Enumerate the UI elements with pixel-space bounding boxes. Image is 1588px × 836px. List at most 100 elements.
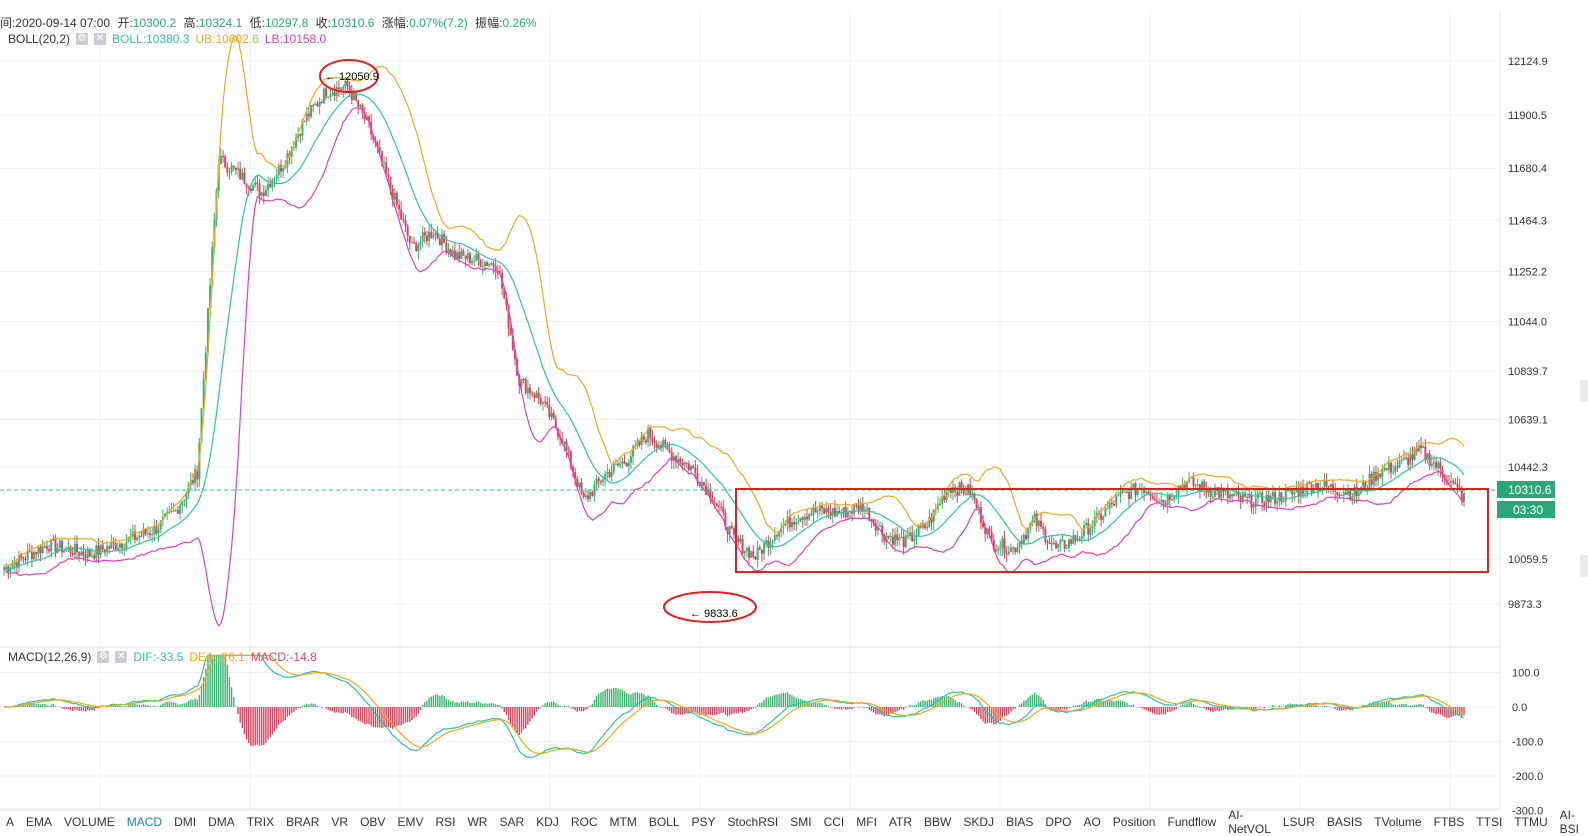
candle-body xyxy=(803,516,806,521)
candle-body xyxy=(97,545,100,555)
candle-body xyxy=(1125,491,1128,493)
candle-body xyxy=(604,473,607,480)
candle-body xyxy=(181,501,184,506)
candle-body xyxy=(1177,486,1180,496)
indicator-tab-rsi[interactable]: RSI xyxy=(435,815,456,829)
candle-body xyxy=(939,504,942,506)
candle-body xyxy=(320,101,323,104)
candle-body xyxy=(1450,480,1453,484)
right-scroll-handle[interactable] xyxy=(1580,380,1588,402)
candle-body xyxy=(507,305,510,329)
candle-body xyxy=(464,255,467,260)
indicator-tab-trix[interactable]: TRIX xyxy=(246,815,275,829)
indicator-tab-basis[interactable]: BASIS xyxy=(1326,815,1363,829)
indicator-tab-obv[interactable]: OBV xyxy=(360,815,386,829)
candle-body xyxy=(39,546,42,554)
high-value: 10324.1 xyxy=(198,16,243,30)
indicator-tab-macd[interactable]: MACD xyxy=(126,815,163,829)
candle-body xyxy=(584,495,587,497)
indicator-tab-stochrsi[interactable]: StochRSI xyxy=(727,815,779,829)
indicator-tab-brar[interactable]: BRAR xyxy=(286,815,320,829)
indicator-tab-bias[interactable]: BIAS xyxy=(1006,815,1034,829)
settings-icon[interactable]: ⚙ xyxy=(76,33,89,45)
price-axis-label: 10839.7 xyxy=(1508,366,1548,378)
candle-body xyxy=(576,478,579,488)
candle-body xyxy=(1372,471,1375,485)
indicator-tab-a[interactable]: A xyxy=(6,815,15,829)
candle-body xyxy=(752,551,755,557)
indicator-tab-mtm[interactable]: MTM xyxy=(609,815,637,829)
indicator-tab-lsur[interactable]: LSUR xyxy=(1282,815,1315,829)
candle-body xyxy=(625,463,628,467)
indicator-tab-dmi[interactable]: DMI xyxy=(174,815,197,829)
indicator-tab-cci[interactable]: CCI xyxy=(823,815,845,829)
candle-body xyxy=(155,526,158,534)
candle-body xyxy=(1104,508,1107,516)
indicator-tab-smi[interactable]: SMI xyxy=(790,815,812,829)
candle-body xyxy=(1347,490,1350,495)
candle-body xyxy=(911,532,914,541)
close-icon[interactable]: ✕ xyxy=(115,651,128,663)
settings-icon[interactable]: ⚙ xyxy=(97,651,110,663)
candle-body xyxy=(1387,462,1390,471)
indicator-tab-volume[interactable]: VOLUME xyxy=(64,815,115,829)
indicator-tab-dma[interactable]: DMA xyxy=(208,815,235,829)
indicator-tab-skdj[interactable]: SKDJ xyxy=(963,815,995,829)
candle-body xyxy=(357,100,360,107)
indicator-tab-sar[interactable]: SAR xyxy=(499,815,525,829)
indicator-tab-atr[interactable]: ATR xyxy=(888,815,913,829)
indicator-tab-tvolume[interactable]: TVolume xyxy=(1374,815,1422,829)
indicator-tab-ema[interactable]: EMA xyxy=(26,815,53,829)
indicator-tab-ai-netvol[interactable]: AI-NetVOL xyxy=(1228,808,1271,836)
candle-body xyxy=(1220,489,1223,498)
candle-body xyxy=(679,458,682,463)
indicator-tab-position[interactable]: Position xyxy=(1112,815,1156,829)
candle-body xyxy=(1435,462,1438,468)
candle-body xyxy=(267,183,270,190)
candle-body xyxy=(1171,499,1173,501)
candle-body xyxy=(129,536,132,538)
indicator-tab-emv[interactable]: EMV xyxy=(397,815,424,829)
indicator-tab-vr[interactable]: VR xyxy=(331,815,349,829)
candle-body xyxy=(838,511,841,514)
candle-body xyxy=(206,308,209,353)
indicator-tab-mfi[interactable]: MFI xyxy=(856,815,877,829)
candle-body xyxy=(846,511,849,518)
indicator-tab-ttsi[interactable]: TTSI xyxy=(1476,815,1503,829)
candle-body xyxy=(1106,508,1109,510)
candle-body xyxy=(391,188,394,200)
candle-body xyxy=(1297,489,1300,497)
close-icon[interactable]: ✕ xyxy=(94,33,107,45)
indicator-tab-ftbs[interactable]: FTBS xyxy=(1433,815,1465,829)
candle-body xyxy=(971,493,974,496)
indicator-tab-psy[interactable]: PSY xyxy=(691,815,716,829)
candle-body xyxy=(355,92,358,101)
right-scroll-handle-lower[interactable] xyxy=(1580,555,1588,577)
candle-body xyxy=(550,412,553,417)
candle-body xyxy=(342,86,345,90)
candle-body xyxy=(1196,484,1199,486)
indicator-tab-ai-bsi[interactable]: AI-BSI xyxy=(1559,808,1579,836)
indicator-tab-ttmu[interactable]: TTMU xyxy=(1514,815,1548,829)
candle-body xyxy=(331,92,334,95)
candle-body xyxy=(520,379,523,386)
indicator-tab-bbw[interactable]: BBW xyxy=(924,815,952,829)
candle-body xyxy=(142,529,145,536)
candle-body xyxy=(402,219,405,221)
candle-body xyxy=(33,551,36,560)
candle-body xyxy=(769,541,772,548)
candle-body xyxy=(707,488,710,495)
indicator-tab-kdj[interactable]: KDJ xyxy=(536,815,559,829)
indicator-tab-wr[interactable]: WR xyxy=(467,815,488,829)
candle-body xyxy=(108,546,111,549)
indicator-tab-fundflow[interactable]: Fundflow xyxy=(1167,815,1217,829)
candle-body xyxy=(992,539,995,550)
indicator-tab-roc[interactable]: ROC xyxy=(570,815,598,829)
candle-body xyxy=(1061,540,1064,542)
candle-body xyxy=(1007,551,1010,555)
candle-body xyxy=(896,534,899,541)
indicator-tab-boll[interactable]: BOLL xyxy=(648,815,680,829)
indicator-tab-dpo[interactable]: DPO xyxy=(1045,815,1072,829)
indicator-tab-ao[interactable]: AO xyxy=(1083,815,1101,829)
